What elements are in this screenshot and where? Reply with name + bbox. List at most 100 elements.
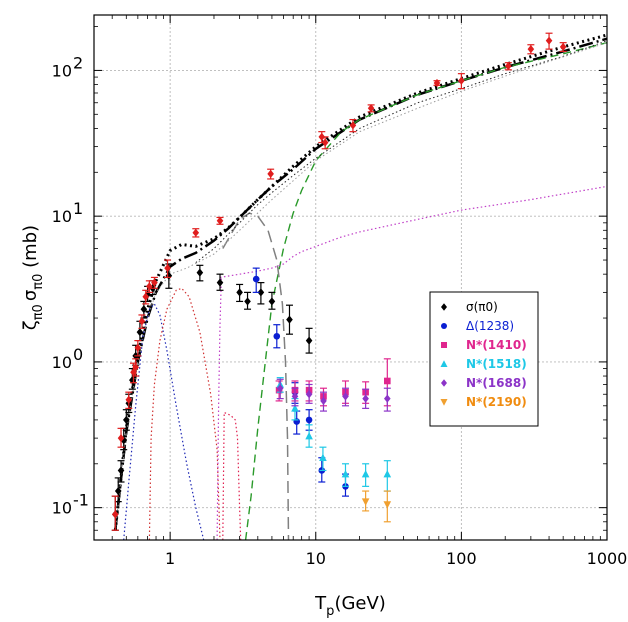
data-point [559,42,567,53]
legend-box [429,291,539,427]
point-marker [383,501,392,509]
point-marker [286,315,293,324]
point-marker [120,436,128,445]
point-marker [321,138,329,147]
data-point [267,168,275,180]
model-curves [113,33,608,541]
x-tick-label: 100 [446,549,477,568]
x-tick-label: 10 [306,549,326,568]
curve-gray-long-dash [222,212,290,541]
data-point [319,391,327,412]
curve-red-dot [148,287,221,541]
data-point [150,276,158,289]
data-point [134,340,142,357]
data-point [367,104,375,113]
point-marker [433,78,441,88]
legend-label: Δ(1238) [466,319,514,333]
point-marker [132,363,139,372]
point-marker [164,264,171,273]
data-point [117,427,125,448]
data-point [138,314,146,329]
data-point [362,388,370,409]
data-point [164,259,172,279]
data-point [236,283,244,303]
point-marker [117,466,125,475]
data-point [132,358,140,377]
point-marker [165,271,173,280]
data-point [341,463,350,487]
data-point [383,460,392,492]
legend: σ(π0) Δ(1238) N*(1410) N*(1518) N*(1688) N*(2… [429,291,539,427]
point-marker [383,469,392,478]
point-marker [117,434,125,443]
y-tick-exponent: 0 [73,345,83,364]
y-tick-label: 10 [52,207,72,226]
legend-marker [441,379,447,387]
point-marker [257,288,265,297]
point-marker [140,305,148,314]
point-marker [114,486,122,496]
point-marker [291,404,299,412]
point-marker [276,384,284,393]
point-marker [136,328,144,337]
data-point [504,62,512,71]
point-marker [559,42,567,51]
plot-frame [93,14,608,541]
data-point [117,460,125,483]
legend-marker [441,323,447,329]
y-axis-title: ζπ0σπ0 (mb) [20,225,46,330]
data-point [111,495,119,531]
point-marker [320,396,327,406]
point-marker [361,469,370,478]
data-point [341,387,349,407]
y-tick-exponent: -1 [73,491,89,510]
x-axis-title: Tp(GeV) [314,593,386,619]
legend-marker [440,399,448,406]
data-point [216,273,224,291]
data-point [349,118,357,133]
y-tick-label: 10 [52,353,72,372]
point-marker [342,392,349,401]
point-marker [111,510,119,519]
data-point [305,327,313,354]
point-marker [341,469,350,478]
legend-marker [440,360,448,367]
x-tick-label: 1000 [587,549,628,568]
point-marker [138,317,146,326]
data-point [285,304,293,335]
data-point [244,291,252,310]
data-point [545,32,553,50]
point-marker [144,290,151,299]
point-marker [545,36,553,45]
grid [94,15,607,540]
point-marker [125,395,133,404]
point-marker [151,278,158,287]
curve-long-dash-dot [114,37,608,531]
data-point [433,78,441,88]
data-point [527,44,535,55]
curve-blue-dot [123,303,205,541]
point-marker [273,332,281,340]
point-marker [267,169,274,178]
point-marker [244,297,251,306]
point-marker [319,453,327,462]
curve-total [113,33,608,531]
legend-marker [441,342,447,348]
point-marker [362,394,369,403]
data-point [305,424,313,448]
point-marker [252,275,260,283]
point-marker [527,45,535,54]
data-point [257,282,265,305]
point-marker [268,297,276,306]
legend-label: σ(π0) [466,300,498,314]
point-marker [305,336,313,345]
data-point [291,387,299,407]
point-marker [458,76,465,85]
legend-label: N*(1688) [466,376,527,390]
point-marker [291,392,299,401]
data-point [142,289,150,305]
data-point [125,391,133,409]
curve-green-dash [244,42,608,541]
